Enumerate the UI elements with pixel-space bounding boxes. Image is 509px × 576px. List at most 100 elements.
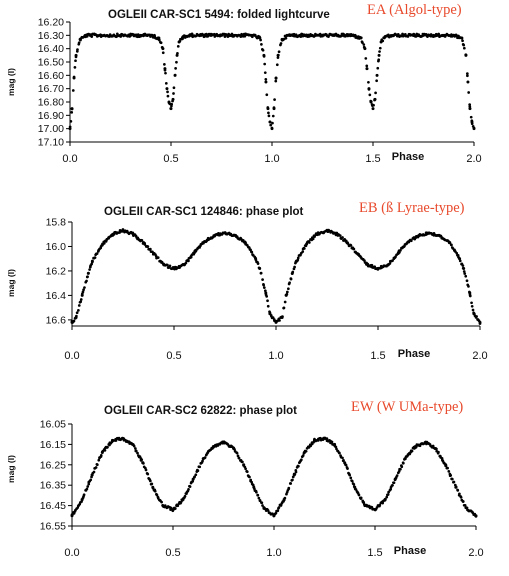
x-tick-label: 0.5	[166, 350, 181, 362]
data-series	[68, 32, 476, 131]
data-point	[383, 35, 387, 39]
data-point	[71, 89, 75, 92]
data-point	[377, 58, 381, 62]
chart-type-annotation: EW (W UMa-type)	[351, 399, 463, 415]
y-tick-label: 16.50	[38, 57, 64, 69]
data-point	[285, 290, 289, 294]
data-point	[256, 262, 260, 265]
data-point	[331, 33, 335, 37]
data-point	[359, 496, 363, 500]
data-point	[272, 107, 276, 111]
data-point	[169, 107, 173, 111]
data-point	[93, 256, 97, 259]
x-axis-title: Phase	[398, 348, 430, 360]
data-point	[136, 451, 139, 455]
data-point	[353, 485, 357, 489]
data-point	[266, 304, 270, 308]
data-point	[348, 473, 352, 477]
data-point	[95, 463, 99, 467]
data-point	[265, 295, 269, 298]
y-tick-label: 16.45	[40, 500, 66, 512]
data-point	[370, 263, 374, 267]
data-point	[86, 275, 89, 279]
data-point	[70, 320, 74, 324]
data-point	[161, 504, 165, 508]
data-point	[254, 257, 258, 261]
data-point	[294, 259, 298, 263]
data-point	[149, 33, 153, 37]
data-point	[463, 272, 467, 275]
data-point	[187, 259, 190, 263]
data-point	[149, 247, 152, 251]
data-point	[75, 311, 79, 315]
data-point	[222, 440, 225, 444]
data-point	[379, 40, 383, 44]
data-point	[444, 463, 448, 467]
data-point	[249, 478, 253, 482]
data-point	[468, 107, 472, 111]
data-point	[374, 91, 377, 95]
data-point	[283, 300, 287, 304]
data-point	[395, 474, 399, 477]
data-point	[276, 53, 280, 57]
data-point	[282, 497, 286, 501]
y-tick-label: 16.55	[40, 521, 66, 533]
data-point	[376, 66, 380, 70]
data-point	[470, 304, 474, 308]
data-point	[175, 53, 179, 57]
data-point	[274, 320, 278, 324]
data-point	[387, 490, 390, 494]
data-point	[77, 41, 81, 45]
x-tick-label: 1.5	[367, 547, 382, 559]
data-point	[85, 487, 89, 491]
data-point	[272, 514, 276, 518]
data-point	[68, 127, 72, 131]
data-point	[187, 488, 190, 491]
data-point	[296, 256, 300, 260]
data-point	[267, 114, 271, 118]
data-point	[357, 493, 361, 497]
data-point	[79, 300, 83, 304]
y-tick-label: 16.15	[40, 439, 66, 451]
data-point	[297, 464, 300, 468]
data-point	[86, 485, 90, 488]
data-point	[345, 241, 349, 245]
data-point	[72, 512, 76, 515]
data-point	[255, 490, 258, 494]
x-tick-label: 1.5	[365, 153, 380, 165]
data-point	[92, 470, 96, 474]
data-point	[413, 444, 417, 448]
y-tick-label: 16.05	[40, 419, 66, 431]
data-point	[256, 493, 260, 497]
data-point	[465, 279, 469, 283]
data-point	[403, 457, 407, 461]
data-point	[472, 127, 476, 131]
data-point	[386, 493, 390, 496]
data-point	[454, 485, 458, 489]
data-point	[466, 80, 470, 84]
data-point	[397, 470, 401, 473]
data-point	[407, 240, 411, 244]
y-axis-title: mag (I)	[6, 455, 16, 483]
data-point	[401, 461, 405, 465]
x-tick-label: 0.5	[163, 153, 178, 165]
data-point	[455, 251, 459, 255]
data-point	[447, 470, 451, 473]
data-point	[108, 33, 112, 37]
data-point	[262, 53, 266, 57]
data-point	[244, 467, 247, 471]
data-point	[79, 298, 83, 301]
data-point	[399, 467, 402, 471]
data-point	[243, 34, 247, 38]
data-point	[372, 103, 375, 107]
data-point	[172, 92, 175, 95]
data-point	[172, 86, 176, 90]
data-point	[164, 81, 168, 85]
data-point	[258, 266, 262, 270]
data-point	[449, 474, 453, 477]
data-point	[70, 107, 74, 111]
data-point	[165, 87, 169, 91]
data-point	[121, 229, 125, 233]
data-point	[361, 41, 364, 44]
data-point	[450, 477, 454, 481]
